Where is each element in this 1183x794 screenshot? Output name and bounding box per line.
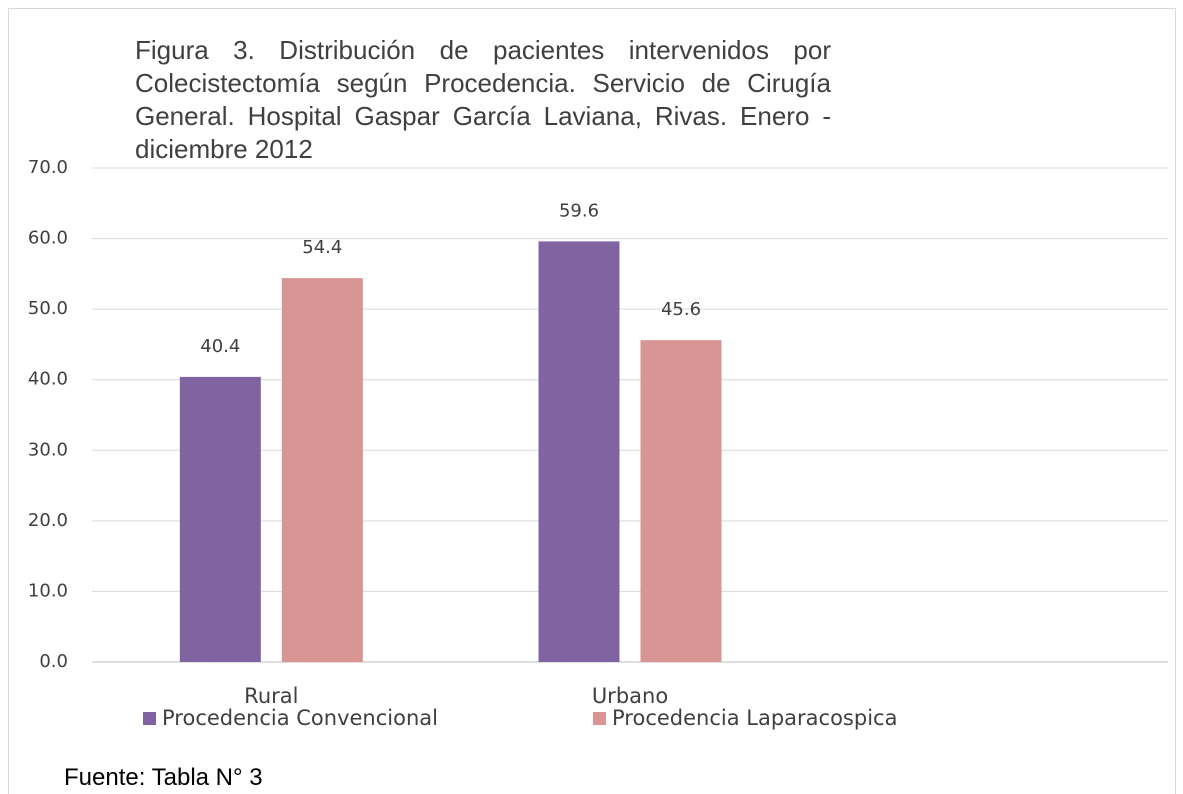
x-tick-label: Urbano [592,684,668,708]
y-tick-label: 60.0 [28,228,68,249]
x-tick-label: Rural [244,684,298,708]
y-tick-label: 10.0 [28,580,68,601]
y-tick-label: 50.0 [28,298,68,319]
legend-label: Procedencia Laparacospica [612,706,897,730]
bar [538,241,620,662]
chart-frame [8,8,1176,794]
chart-title: Figura 3. Distribución de pacientes inte… [135,35,831,164]
bar [640,340,722,662]
bar [179,376,261,662]
y-tick-label: 40.0 [28,369,68,390]
data-label: 54.4 [302,237,342,258]
y-tick-label: 70.0 [28,157,68,178]
y-tick-label: 20.0 [28,510,68,531]
data-label: 40.4 [200,336,240,357]
source-note: Fuente: Tabla N° 3 [64,764,263,791]
y-tick-label: 30.0 [28,439,68,460]
legend-swatch [143,712,156,725]
legend-swatch [593,712,606,725]
data-label: 45.6 [661,299,701,320]
legend-label: Procedencia Convencional [162,706,438,730]
y-tick-label: 0.0 [39,651,68,672]
bar [281,278,363,662]
data-label: 59.6 [559,200,599,221]
